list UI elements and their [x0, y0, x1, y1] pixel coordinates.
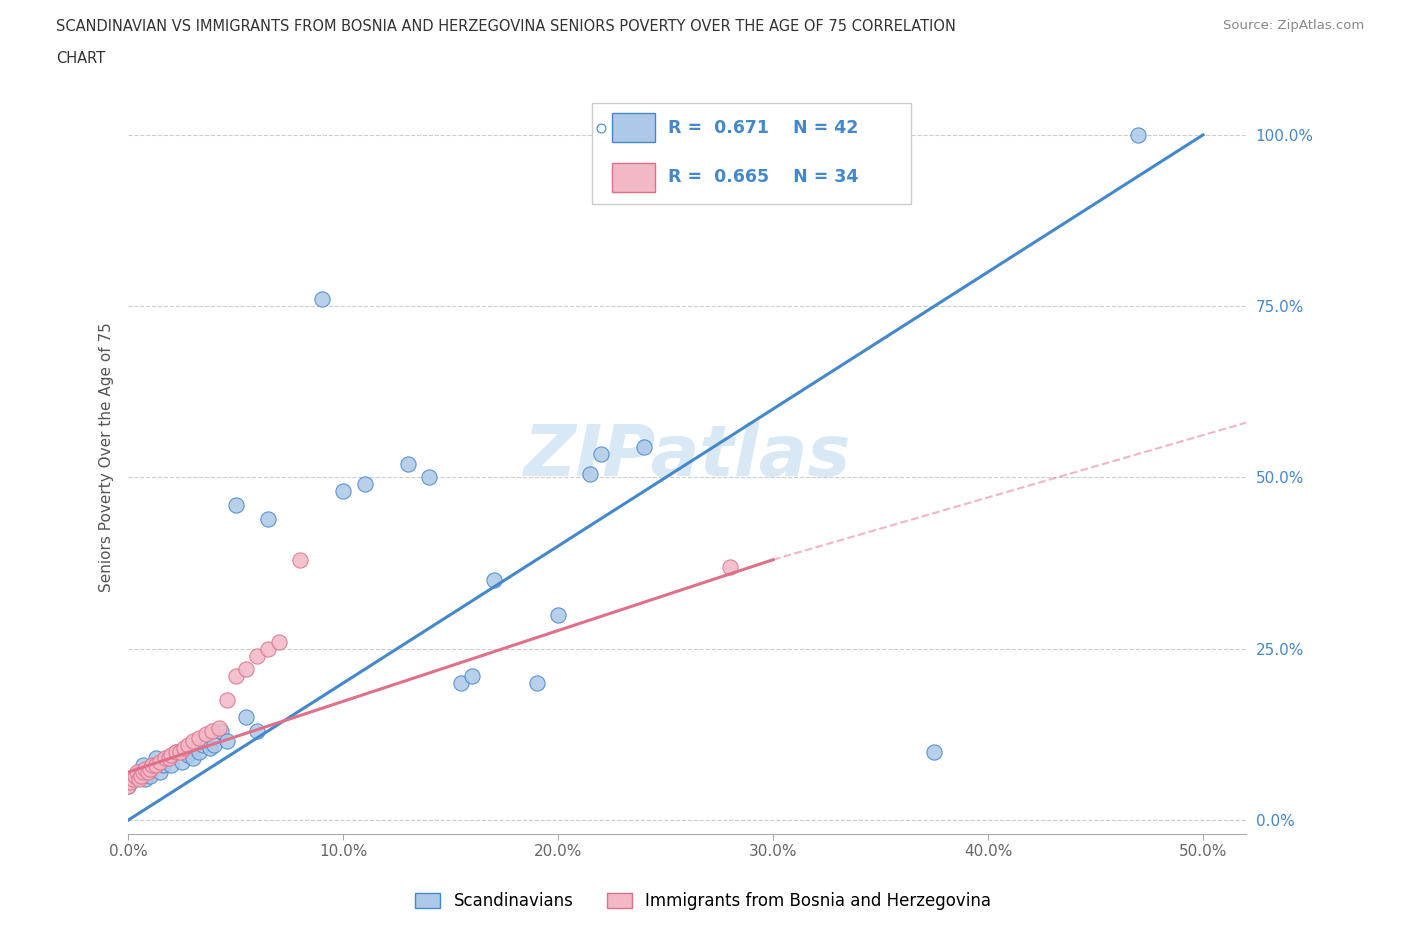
- Point: [132, 764, 155, 779]
- Text: Source: ZipAtlas.com: Source: ZipAtlas.com: [1223, 19, 1364, 32]
- Point: [157, 751, 180, 766]
- Point: [332, 484, 354, 498]
- Point: [153, 751, 176, 766]
- Text: ZIPatlas: ZIPatlas: [523, 422, 851, 491]
- Point: [591, 446, 613, 461]
- Point: [188, 744, 211, 759]
- Point: [450, 675, 472, 690]
- Point: [290, 552, 312, 567]
- Text: CHART: CHART: [56, 51, 105, 66]
- Point: [482, 573, 505, 588]
- Point: [139, 762, 162, 777]
- Point: [225, 498, 247, 512]
- Point: [246, 648, 269, 663]
- Point: [181, 751, 204, 766]
- Point: [396, 457, 419, 472]
- Point: [149, 754, 172, 769]
- Point: [198, 740, 221, 755]
- Point: [418, 470, 440, 485]
- Legend: Scandinavians, Immigrants from Bosnia and Herzegovina: Scandinavians, Immigrants from Bosnia an…: [408, 885, 998, 917]
- Point: [124, 772, 146, 787]
- Point: [117, 778, 139, 793]
- Point: [156, 751, 179, 766]
- Point: [1128, 127, 1150, 142]
- Point: [177, 737, 200, 752]
- Point: [121, 772, 143, 787]
- Point: [246, 724, 269, 738]
- Point: [1026, 170, 1049, 185]
- Point: [177, 748, 200, 763]
- Point: [128, 764, 150, 779]
- Point: [139, 768, 162, 783]
- Point: [547, 607, 569, 622]
- Point: [209, 724, 232, 738]
- Point: [128, 772, 150, 787]
- Point: [526, 675, 548, 690]
- Point: [207, 720, 229, 735]
- Point: [311, 292, 333, 307]
- FancyBboxPatch shape: [612, 163, 655, 192]
- Point: [718, 559, 741, 574]
- Point: [217, 693, 239, 708]
- Point: [922, 744, 945, 759]
- Point: [129, 768, 152, 783]
- Point: [257, 642, 280, 657]
- Point: [120, 775, 142, 790]
- Point: [136, 764, 159, 779]
- Point: [579, 467, 602, 482]
- Text: R =  0.665    N = 34: R = 0.665 N = 34: [668, 167, 859, 186]
- Point: [461, 669, 484, 684]
- Point: [201, 724, 224, 738]
- Point: [225, 669, 247, 684]
- Point: [202, 737, 225, 752]
- Point: [165, 744, 187, 759]
- Point: [165, 744, 187, 759]
- Point: [117, 778, 139, 793]
- Point: [139, 762, 162, 777]
- Point: [134, 762, 156, 777]
- Point: [217, 734, 239, 749]
- Point: [125, 764, 148, 779]
- Point: [194, 727, 217, 742]
- Y-axis label: Seniors Poverty Over the Age of 75: Seniors Poverty Over the Age of 75: [100, 322, 114, 591]
- Point: [160, 758, 183, 773]
- Point: [181, 734, 204, 749]
- Point: [235, 710, 257, 724]
- Text: SCANDINAVIAN VS IMMIGRANTS FROM BOSNIA AND HERZEGOVINA SENIORS POVERTY OVER THE : SCANDINAVIAN VS IMMIGRANTS FROM BOSNIA A…: [56, 19, 956, 33]
- Point: [353, 477, 375, 492]
- Point: [633, 439, 655, 454]
- FancyBboxPatch shape: [592, 102, 911, 205]
- Text: R =  0.671    N = 42: R = 0.671 N = 42: [668, 119, 859, 137]
- Point: [188, 730, 211, 745]
- Point: [132, 758, 155, 773]
- Point: [160, 748, 183, 763]
- Point: [193, 737, 215, 752]
- Point: [170, 754, 193, 769]
- Point: [145, 751, 167, 766]
- Point: [267, 634, 290, 649]
- FancyBboxPatch shape: [612, 113, 655, 142]
- Point: [152, 758, 174, 773]
- Point: [143, 758, 166, 773]
- Point: [141, 758, 163, 773]
- Point: [173, 740, 195, 755]
- Point: [145, 758, 167, 773]
- Point: [235, 662, 257, 677]
- Point: [134, 772, 156, 787]
- Point: [169, 744, 191, 759]
- Point: [124, 768, 146, 783]
- Point: [257, 512, 280, 526]
- Point: [149, 764, 172, 779]
